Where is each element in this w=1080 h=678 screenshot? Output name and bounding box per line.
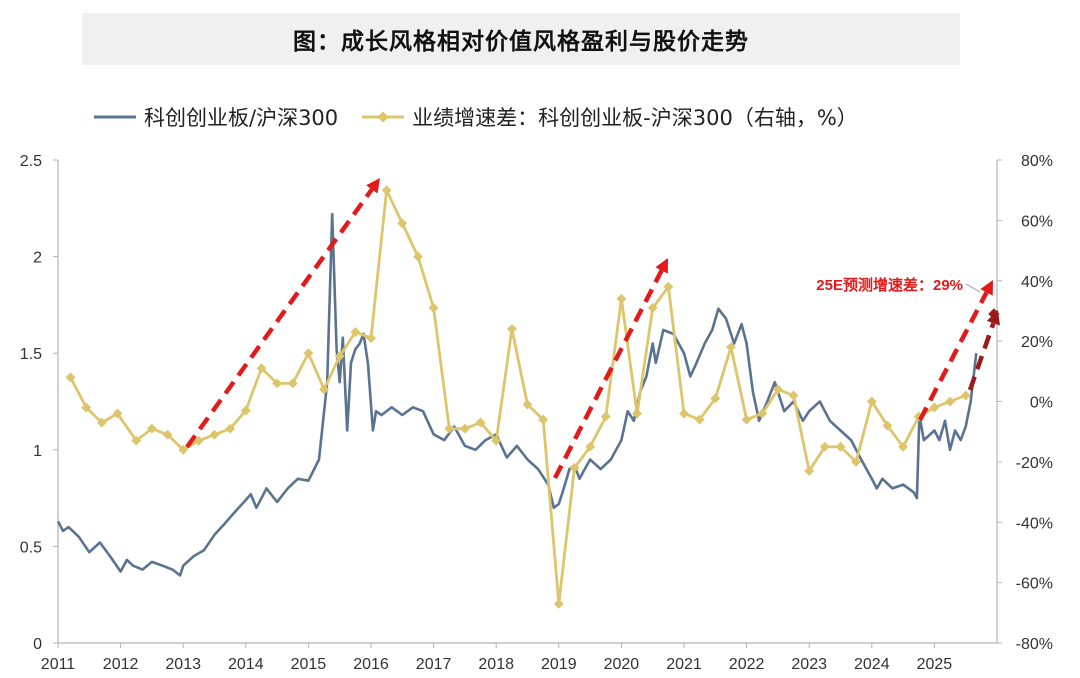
growth-point: [256, 363, 267, 374]
growth-point: [303, 348, 314, 359]
growth-point: [240, 405, 251, 416]
right-tick-label: -80%: [1016, 636, 1053, 653]
growth-point: [866, 396, 877, 407]
growth-point: [757, 408, 768, 419]
annotation-leader: [965, 283, 981, 293]
left-tick-label: 0: [33, 636, 42, 653]
forecast-annotation: 25E预测增速差：29%: [816, 276, 963, 294]
right-tick-label: -60%: [1016, 576, 1053, 593]
legend-item-ratio: 科创创业板/沪深300: [92, 102, 338, 132]
growth-point: [131, 435, 142, 446]
growth-point: [146, 423, 157, 434]
x-tick-label: 2014: [228, 656, 264, 673]
growth-point: [632, 408, 643, 419]
right-tick-label: 60%: [1021, 213, 1053, 230]
trend-arrow-2013-2016-line: [185, 188, 374, 449]
growth-point: [162, 429, 173, 440]
right-tick-label: 0%: [1030, 395, 1053, 412]
growth-point: [381, 185, 392, 196]
x-tick-label: 2013: [165, 656, 201, 673]
x-tick-label: 2016: [353, 656, 389, 673]
chart-title: 图：成长风格相对价值风格盈利与股价走势: [293, 29, 749, 55]
trend-arrow-2024-2025-head: [980, 280, 993, 296]
x-tick-label: 2019: [541, 656, 577, 673]
growth-series-line: [69, 188, 967, 606]
legend-line-diamond-icon: [362, 111, 405, 123]
right-tick-label: 20%: [1021, 334, 1053, 351]
right-tick-label: -20%: [1016, 455, 1053, 472]
growth-point: [819, 441, 830, 452]
legend: 科创创业板/沪深300 业绩增速差：科创创业板-沪深300（右轴，%）: [92, 100, 880, 134]
x-tick-label: 2017: [416, 656, 452, 673]
forecast-point: [988, 308, 1000, 320]
legend-label-ratio: 科创创业板/沪深300: [144, 106, 339, 130]
growth-point: [522, 399, 533, 410]
growth-point: [898, 441, 909, 452]
forecast-arrow-line: [967, 322, 996, 391]
x-tick-label: 2012: [103, 656, 139, 673]
growth-point: [272, 378, 283, 389]
growth-point: [319, 384, 329, 395]
right-tick-label: 80%: [1021, 153, 1053, 170]
left-tick-label: 1.5: [20, 346, 42, 363]
growth-point: [491, 435, 502, 446]
left-tick-label: 1: [33, 443, 42, 460]
growth-point: [882, 420, 893, 431]
growth-point: [366, 333, 376, 344]
growth-point: [710, 393, 721, 404]
growth-point: [209, 429, 220, 440]
x-tick-label: 2018: [478, 656, 514, 673]
trend-arrow-2013-2016-head: [366, 178, 380, 194]
trend-arrow-2019-2020-line: [552, 269, 664, 480]
growth-point: [600, 411, 611, 422]
trend-arrow-2019-2020-head: [655, 258, 668, 274]
growth-point: [96, 417, 107, 428]
x-tick-label: 2023: [791, 656, 827, 673]
x-tick-label: 2022: [729, 656, 765, 673]
legend-line-ratio-icon: [94, 115, 136, 119]
trend-arrow-2024-2025-line: [918, 291, 989, 422]
growth-point: [616, 293, 627, 304]
growth-point: [585, 441, 596, 452]
x-tick-label: 2020: [604, 656, 640, 673]
growth-point: [459, 423, 470, 434]
x-tick-label: 2024: [854, 656, 890, 673]
left-tick-label: 0.5: [20, 539, 42, 556]
growth-point: [945, 396, 955, 407]
growth-point: [413, 251, 423, 262]
right-tick-label: 40%: [1021, 274, 1053, 291]
x-tick-label: 2021: [666, 656, 702, 673]
legend-label-growth: 业绩增速差：科创创业板-沪深300（右轴，%）: [412, 106, 858, 130]
growth-point: [960, 390, 971, 401]
growth-point: [726, 342, 736, 353]
growth-point: [679, 408, 689, 419]
growth-point: [178, 444, 189, 455]
left-tick-label: 2: [33, 250, 42, 267]
growth-point: [569, 462, 580, 473]
growth-point: [804, 465, 815, 476]
ratio-series-line: [56, 212, 978, 577]
growth-point: [397, 218, 408, 229]
right-tick-label: -40%: [1016, 515, 1053, 532]
growth-point: [444, 423, 455, 434]
x-tick-label: 2011: [41, 656, 76, 673]
growth-point: [65, 372, 76, 383]
chart-title-bar: 图：成长风格相对价值风格盈利与股价走势: [82, 13, 960, 65]
growth-point: [287, 378, 298, 389]
x-tick-label: 2015: [291, 656, 327, 673]
growth-point: [741, 414, 752, 425]
growth-point: [851, 456, 862, 467]
growth-point: [334, 351, 345, 362]
growth-point: [553, 598, 564, 609]
left-tick-label: 2.5: [20, 153, 42, 170]
growth-point: [506, 324, 517, 334]
x-tick-label: 2025: [917, 656, 953, 673]
legend-item-growth: 业绩增速差：科创创业板-沪深300（右轴，%）: [360, 102, 858, 132]
growth-point: [788, 390, 799, 401]
growth-point: [835, 441, 846, 452]
growth-point: [225, 423, 236, 434]
growth-point: [428, 302, 439, 313]
